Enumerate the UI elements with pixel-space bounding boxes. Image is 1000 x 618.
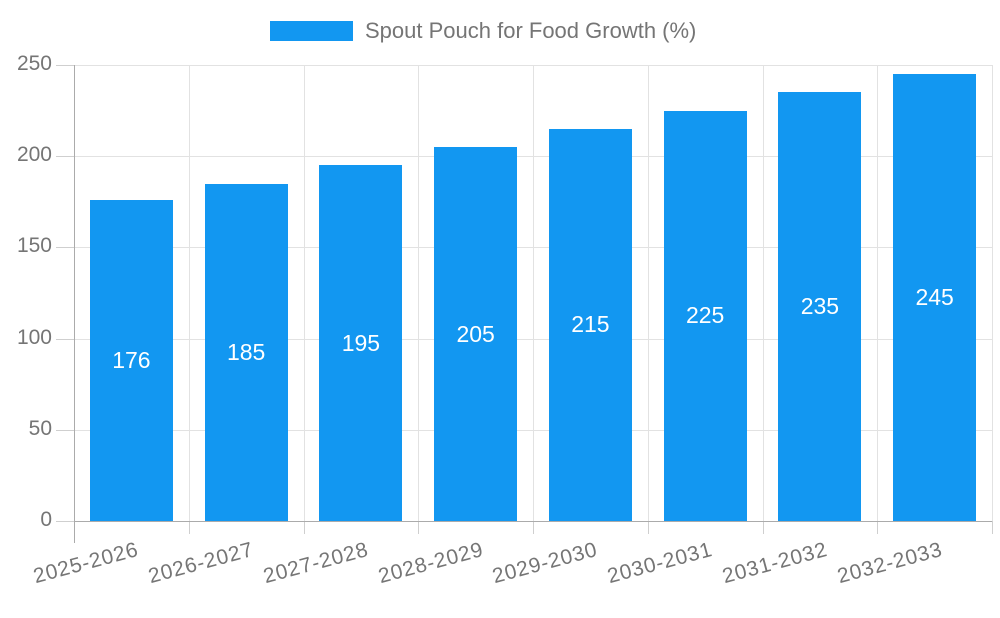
bar-value-label: 195 [341, 329, 381, 356]
x-axis-tick [762, 521, 764, 534]
x-axis-tick [418, 521, 420, 534]
bar-value-label: 235 [800, 293, 840, 320]
chart-legend[interactable]: Spout Pouch for Food Growth (%) [270, 18, 697, 43]
bar[interactable]: 185 [204, 183, 288, 521]
bar-value-label: 215 [571, 311, 610, 338]
y-axis-tick [56, 65, 74, 66]
bar-value-label: 225 [685, 302, 725, 329]
y-axis-tick [56, 247, 74, 249]
y-axis-label: 50 [28, 416, 52, 440]
v-gridline [762, 65, 764, 521]
y-axis-tick [56, 338, 74, 340]
x-axis-line [74, 521, 992, 522]
bar-value-label: 205 [456, 320, 495, 347]
bar-value-label: 176 [112, 346, 151, 373]
x-axis-tick [877, 521, 879, 534]
bar[interactable]: 225 [663, 110, 747, 521]
y-axis-label: 100 [16, 325, 52, 349]
bar[interactable]: 205 [434, 147, 518, 521]
v-gridline [188, 65, 190, 521]
bar-value-label: 185 [226, 338, 266, 365]
legend-swatch [270, 21, 353, 41]
y-axis-tick [56, 156, 74, 158]
v-gridline [877, 65, 879, 521]
v-gridline [418, 65, 420, 521]
x-axis-tick [992, 521, 993, 534]
bar[interactable]: 176 [89, 199, 173, 521]
y-axis-label: 0 [40, 508, 52, 532]
bar[interactable]: 195 [319, 165, 403, 521]
v-gridline [647, 65, 649, 521]
bar-chart: Spout Pouch for Food Growth (%) 0 50 100 15… [16, 18, 993, 589]
bar[interactable]: 215 [548, 128, 632, 521]
v-gridline [303, 65, 305, 521]
legend-label: Spout Pouch for Food Growth (%) [365, 18, 697, 43]
y-axis-line [74, 65, 75, 543]
y-axis-label: 150 [16, 234, 52, 258]
x-axis-tick [188, 521, 190, 534]
y-axis-tick [56, 521, 74, 522]
y-axis-tick [56, 429, 74, 431]
v-gridline [992, 65, 993, 521]
y-axis-label: 200 [16, 143, 52, 167]
bar-value-label: 245 [915, 284, 954, 311]
v-gridline [533, 65, 534, 521]
x-axis-tick [303, 521, 305, 534]
bar[interactable]: 245 [893, 74, 977, 521]
x-axis-tick [533, 521, 534, 534]
x-axis-tick [647, 521, 649, 534]
bar[interactable]: 235 [778, 92, 862, 521]
y-axis-label: 250 [16, 52, 52, 76]
